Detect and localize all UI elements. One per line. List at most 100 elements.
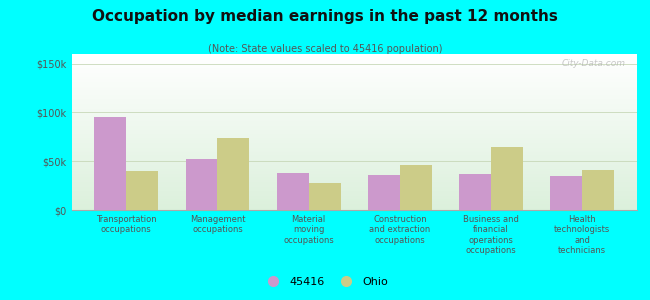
Bar [72, 87, 637, 88]
Bar [72, 124, 637, 126]
Bar [72, 63, 637, 65]
Bar [72, 155, 637, 157]
Text: Occupation by median earnings in the past 12 months: Occupation by median earnings in the pas… [92, 9, 558, 24]
Bar [72, 140, 637, 141]
Bar [72, 174, 637, 176]
Bar [72, 190, 637, 191]
Bar [72, 138, 637, 140]
Bar [72, 165, 637, 166]
Bar [72, 113, 637, 115]
Bar [72, 199, 637, 201]
Bar [72, 112, 637, 113]
Bar [72, 157, 637, 158]
Bar [126, 171, 158, 210]
Bar [72, 201, 637, 202]
Bar [72, 129, 637, 130]
Bar [72, 96, 637, 98]
Bar [72, 208, 637, 210]
Bar [400, 165, 432, 210]
Bar [72, 118, 637, 119]
Bar [72, 145, 637, 146]
Bar [72, 70, 637, 71]
Bar [72, 134, 637, 135]
Bar [72, 158, 637, 160]
Bar [72, 196, 637, 197]
Bar [94, 117, 126, 210]
Bar [72, 126, 637, 127]
Bar [72, 202, 637, 204]
Bar [72, 197, 637, 199]
Bar [72, 59, 637, 60]
Bar [72, 73, 637, 74]
Bar [72, 54, 637, 56]
Bar [72, 119, 637, 121]
Bar [72, 101, 637, 102]
Bar [72, 130, 637, 132]
Bar [72, 60, 637, 62]
Bar [72, 93, 637, 94]
Bar [72, 182, 637, 184]
Bar [72, 121, 637, 123]
Bar [582, 170, 614, 210]
Bar [72, 88, 637, 90]
Bar [72, 123, 637, 124]
Bar [72, 79, 637, 80]
Bar [72, 98, 637, 99]
Bar [72, 90, 637, 92]
Bar [72, 160, 637, 162]
Bar [72, 137, 637, 138]
Bar [72, 67, 637, 68]
Bar [72, 104, 637, 106]
Bar [72, 187, 637, 188]
Bar [72, 207, 637, 208]
Bar [72, 171, 637, 172]
Bar [72, 162, 637, 163]
Bar [218, 138, 250, 210]
Bar [72, 74, 637, 76]
Bar [72, 152, 637, 154]
Bar [72, 177, 637, 179]
Bar [72, 94, 637, 96]
Bar [72, 180, 637, 182]
Bar [72, 92, 637, 93]
Bar [368, 175, 400, 210]
Bar [72, 184, 637, 185]
Bar [72, 84, 637, 85]
Bar [309, 183, 341, 210]
Bar [72, 80, 637, 82]
Bar [459, 174, 491, 210]
Bar [72, 127, 637, 129]
Bar [72, 106, 637, 107]
Bar [72, 185, 637, 187]
Bar [72, 76, 637, 77]
Bar [185, 159, 218, 210]
Bar [72, 169, 637, 171]
Bar [72, 188, 637, 190]
Bar [72, 62, 637, 63]
Bar [72, 172, 637, 174]
Bar [72, 141, 637, 143]
Bar [72, 85, 637, 87]
Bar [72, 166, 637, 168]
Bar [72, 149, 637, 151]
Text: (Note: State values scaled to 45416 population): (Note: State values scaled to 45416 popu… [208, 44, 442, 53]
Legend: 45416, Ohio: 45416, Ohio [258, 273, 392, 291]
Bar [72, 194, 637, 196]
Bar [72, 193, 637, 194]
Bar [72, 57, 637, 59]
Bar [72, 109, 637, 110]
Bar [72, 65, 637, 67]
Bar [72, 179, 637, 180]
Bar [72, 116, 637, 118]
Bar [72, 163, 637, 165]
Bar [72, 77, 637, 79]
Bar [277, 173, 309, 210]
Bar [72, 151, 637, 152]
Bar [491, 147, 523, 210]
Bar [72, 115, 637, 116]
Bar [72, 110, 637, 112]
Bar [72, 191, 637, 193]
Text: City-Data.com: City-Data.com [562, 59, 626, 68]
Bar [72, 154, 637, 155]
Bar [72, 132, 637, 134]
